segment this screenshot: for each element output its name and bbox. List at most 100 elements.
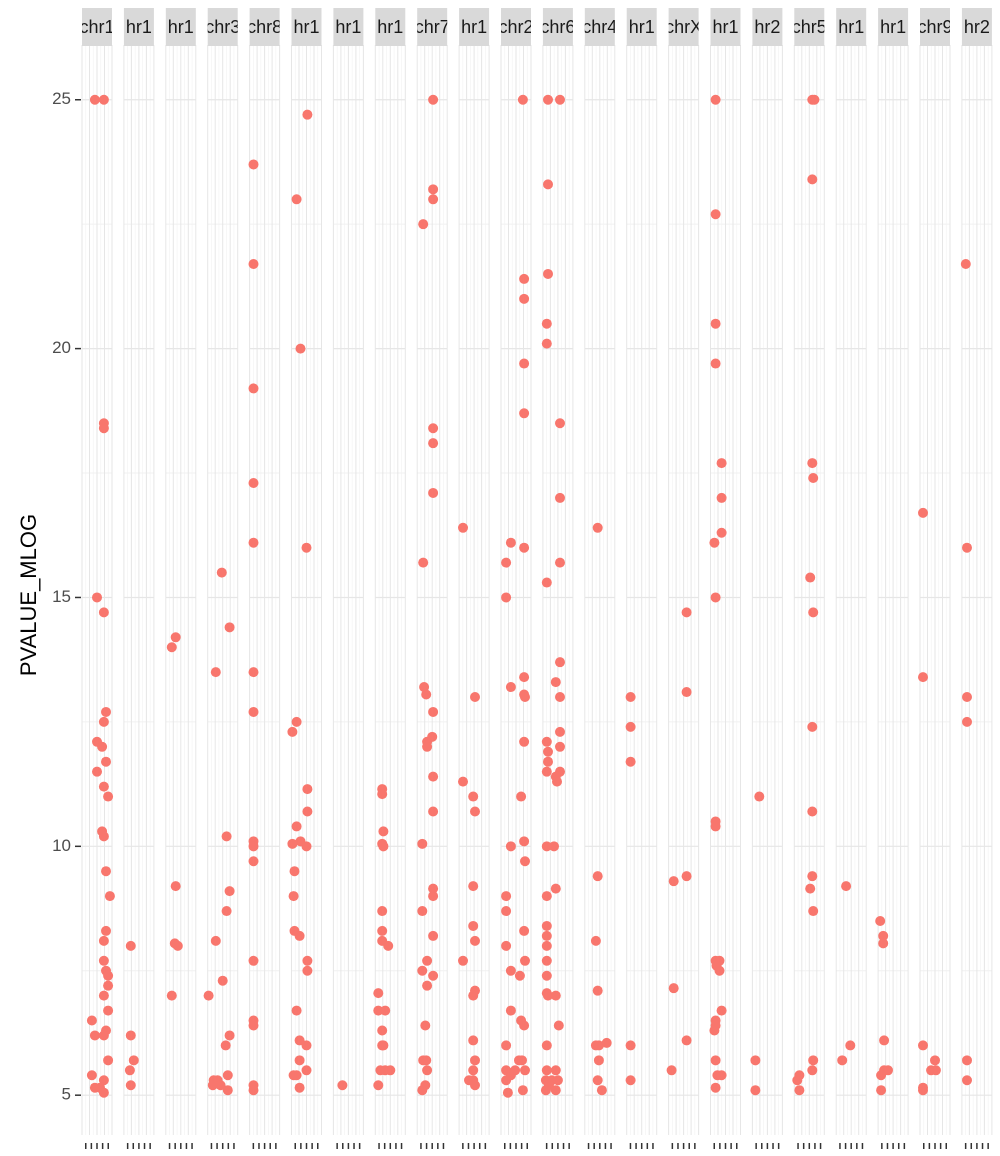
point xyxy=(962,716,972,727)
facet: hr1 xyxy=(165,8,197,1149)
point xyxy=(98,781,109,792)
point xyxy=(468,920,479,931)
point xyxy=(540,1085,551,1096)
point xyxy=(807,806,818,817)
point xyxy=(918,672,928,683)
point xyxy=(517,1055,527,1066)
point xyxy=(501,1040,512,1051)
strip xyxy=(501,8,531,46)
y-tick-label: 25 xyxy=(52,89,71,108)
point xyxy=(291,1070,302,1081)
point xyxy=(470,692,480,703)
point xyxy=(710,1082,721,1093)
point xyxy=(805,883,816,894)
strip-label: hr1 xyxy=(377,17,403,37)
point xyxy=(422,1065,433,1076)
point xyxy=(501,1075,512,1086)
point xyxy=(541,736,552,747)
point xyxy=(166,642,177,653)
point xyxy=(807,458,818,469)
strip-label: chr5 xyxy=(792,17,827,37)
point xyxy=(428,706,439,717)
point xyxy=(428,806,439,817)
point xyxy=(516,791,527,802)
facet: chr5 xyxy=(792,8,827,1149)
strip-label: hr2 xyxy=(964,17,990,37)
point xyxy=(710,821,721,832)
point xyxy=(625,1040,636,1051)
point xyxy=(248,258,259,269)
point xyxy=(301,1065,312,1076)
point xyxy=(373,988,384,999)
point xyxy=(89,94,100,105)
point xyxy=(383,940,394,951)
point xyxy=(541,1040,552,1051)
point xyxy=(98,423,109,434)
point xyxy=(716,492,727,503)
point xyxy=(295,343,306,354)
point xyxy=(373,1080,384,1091)
point xyxy=(422,955,433,966)
point xyxy=(458,955,468,966)
point xyxy=(505,965,516,976)
point xyxy=(681,687,692,698)
point xyxy=(418,219,429,230)
point xyxy=(302,109,313,120)
point xyxy=(541,940,552,951)
strip xyxy=(752,8,783,46)
point xyxy=(248,537,259,548)
point xyxy=(248,383,259,394)
point xyxy=(962,542,972,553)
strip-label: chr3 xyxy=(205,17,240,37)
point xyxy=(807,721,818,732)
point xyxy=(378,826,389,837)
point xyxy=(101,925,111,936)
point xyxy=(541,970,552,981)
point xyxy=(302,784,313,795)
point xyxy=(428,487,439,498)
point xyxy=(808,473,819,484)
point xyxy=(203,990,214,1001)
point xyxy=(541,1065,552,1076)
point xyxy=(378,841,389,852)
point xyxy=(215,1080,226,1091)
point xyxy=(541,766,552,777)
strip xyxy=(961,8,992,46)
point xyxy=(428,423,439,434)
point xyxy=(422,980,433,991)
point xyxy=(170,632,181,643)
point xyxy=(543,756,553,767)
point xyxy=(505,537,516,548)
point xyxy=(125,940,136,951)
point xyxy=(555,557,565,568)
point xyxy=(930,1055,940,1066)
point xyxy=(808,607,819,618)
facet: chrX xyxy=(666,8,700,1149)
point xyxy=(468,1065,479,1076)
point xyxy=(294,930,305,941)
point xyxy=(428,184,439,195)
point xyxy=(541,930,552,941)
point xyxy=(681,1035,692,1046)
point xyxy=(710,318,721,329)
point xyxy=(519,1020,530,1031)
facet: chr1 xyxy=(81,8,115,1149)
point xyxy=(302,955,313,966)
point xyxy=(876,1085,887,1096)
point xyxy=(98,990,109,1001)
point xyxy=(592,985,603,996)
point xyxy=(420,1020,431,1031)
facet: chr7 xyxy=(416,8,448,1149)
point xyxy=(428,883,439,894)
point xyxy=(596,1085,607,1096)
point xyxy=(98,1030,109,1041)
point xyxy=(592,522,603,533)
point xyxy=(98,716,109,727)
point xyxy=(543,94,553,105)
strip-label: hr1 xyxy=(335,17,361,37)
point xyxy=(519,358,530,369)
facet: hr1 xyxy=(835,8,867,1149)
facet: hr1 xyxy=(332,8,364,1149)
point xyxy=(385,1065,396,1076)
point xyxy=(248,667,259,678)
